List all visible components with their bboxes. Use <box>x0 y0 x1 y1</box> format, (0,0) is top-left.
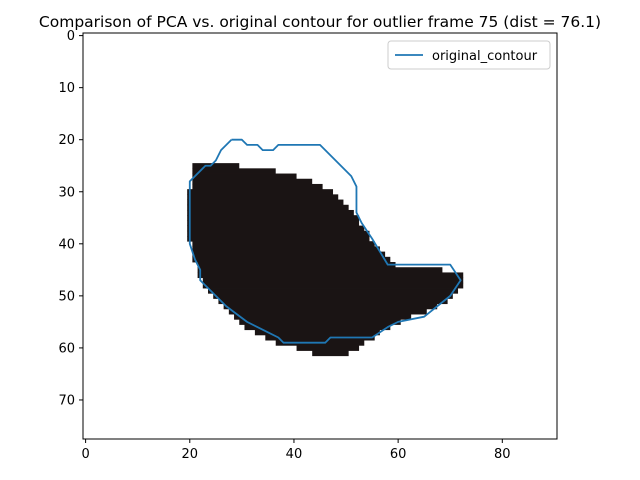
plot-frame <box>82 32 558 440</box>
x-tick-label: 20 <box>182 447 199 462</box>
x-tick-label: 0 <box>81 447 89 462</box>
image-row-25 <box>213 293 453 299</box>
y-tick-label: 0 <box>67 29 75 44</box>
image-row-11 <box>187 220 360 226</box>
image-row-23 <box>202 282 464 289</box>
chart-title: Comparison of PCA vs. original contour f… <box>39 13 601 31</box>
y-tick-label: 70 <box>58 393 75 408</box>
y-tick-label: 50 <box>58 289 75 304</box>
image-row-14 <box>187 236 370 242</box>
legend-box <box>387 40 551 70</box>
image-row-1 <box>192 168 276 174</box>
image-row-20 <box>197 267 443 273</box>
pca-reconstruction-image <box>187 163 464 357</box>
image-row-18 <box>192 256 391 263</box>
image-row-31 <box>244 324 391 331</box>
legend: original_contour <box>387 40 551 70</box>
series-layer <box>188 138 462 344</box>
image-row-2 <box>192 173 297 180</box>
image-row-26 <box>218 298 448 305</box>
y-tick-label: 20 <box>58 133 75 148</box>
image-row-24 <box>208 288 459 294</box>
image-row-17 <box>192 251 386 258</box>
image-row-29 <box>234 314 412 320</box>
x-tick-label: 80 <box>494 447 511 462</box>
image-row-35 <box>296 345 360 351</box>
image-row-7 <box>187 199 344 206</box>
y-axis: 0 10 20 30 40 50 60 70 <box>58 29 83 408</box>
y-tick-label: 60 <box>58 341 75 356</box>
image-row-10 <box>187 215 360 221</box>
x-tick-label: 40 <box>286 447 303 462</box>
image-row-27 <box>223 303 438 310</box>
image-row-16 <box>192 246 380 253</box>
x-axis: 0 20 40 60 80 <box>81 439 511 462</box>
image-row-6 <box>187 194 339 200</box>
image-row-21 <box>197 272 464 279</box>
image-row-4 <box>192 183 323 190</box>
image-row-9 <box>187 209 354 216</box>
image-row-13 <box>187 230 370 237</box>
image-row-19 <box>197 262 396 268</box>
image-row-33 <box>265 334 375 341</box>
x-tick-label: 60 <box>390 447 407 462</box>
image-row-30 <box>239 319 401 325</box>
image-row-12 <box>187 225 365 232</box>
series-line-original-contour <box>188 138 462 344</box>
image-row-5 <box>187 189 334 195</box>
image-row-22 <box>202 277 464 284</box>
y-tick-label: 10 <box>58 81 75 96</box>
image-row-15 <box>192 241 375 247</box>
y-tick-label: 30 <box>58 185 75 200</box>
image-row-8 <box>187 204 349 211</box>
image-row-3 <box>192 178 313 185</box>
image-row-28 <box>228 308 427 315</box>
legend-label-original-contour: original_contour <box>432 49 538 64</box>
image-row-32 <box>254 329 380 336</box>
image-row-0 <box>192 163 240 169</box>
y-tick-label: 40 <box>58 237 75 252</box>
image-row-36 <box>312 350 349 357</box>
